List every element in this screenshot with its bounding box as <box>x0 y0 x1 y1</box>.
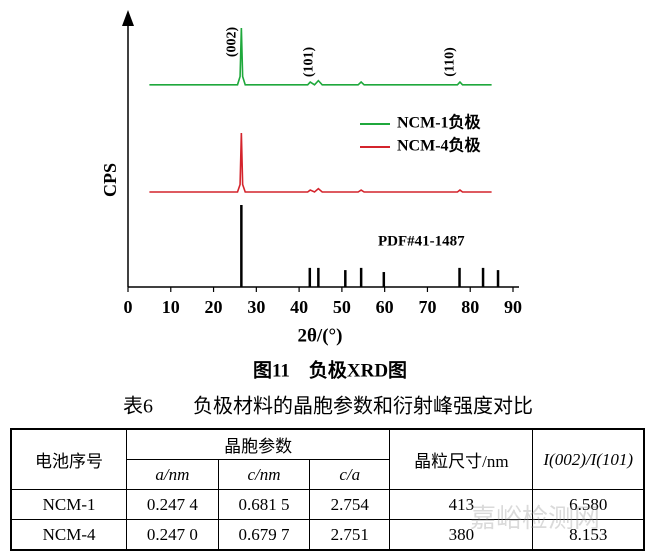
table-cell: 0.679 7 <box>217 519 311 551</box>
table-cell: 413 <box>389 489 534 520</box>
series-line <box>149 27 492 86</box>
table-cell: NCM-1 <box>10 489 128 520</box>
reference-label: PDF#41-1487 <box>378 233 465 249</box>
figure-caption: 图11 负极XRD图 <box>253 358 407 381</box>
legend-label: NCM-4负极 <box>397 136 482 155</box>
table-cell: c/a <box>309 459 391 490</box>
table-cell: 电池序号 <box>10 428 128 490</box>
table-row: 电池序号 晶胞参数 晶粒尺寸/nm I(002)/I(101) <box>10 428 645 490</box>
table-cell: c/nm <box>217 459 311 490</box>
table-cell: 0.247 4 <box>126 489 219 520</box>
table-cell: a/nm <box>126 459 219 490</box>
table-row: NCM-4 0.247 0 0.679 7 2.751 380 8.153 <box>10 519 645 551</box>
series-line <box>149 132 492 193</box>
x-tick-label: 70 <box>418 297 436 317</box>
table-cell: 8.153 <box>532 519 645 551</box>
table-cell: 2.751 <box>309 519 391 551</box>
table-cell: 6.580 <box>532 489 645 520</box>
table: 电池序号 晶胞参数 晶粒尺寸/nm I(002)/I(101) a/nm c/nm c/a N… <box>10 428 645 551</box>
x-tick-label: 20 <box>205 297 223 317</box>
y-axis-label: CPS <box>100 163 120 197</box>
x-tick-label: 30 <box>247 297 265 317</box>
table-row: a/nm c/nm c/a <box>11 459 644 490</box>
table-title: 表6 负极材料的晶胞参数和衍射峰强度对比 <box>123 395 533 418</box>
peak-annotation: (110) <box>443 47 458 77</box>
y-axis-arrow <box>122 10 134 26</box>
x-tick-label: 80 <box>461 297 479 317</box>
table-cell: I(002)/I(101) <box>532 428 645 490</box>
table-cell: 0.247 0 <box>126 519 219 551</box>
table-cell: 0.681 5 <box>217 489 311 520</box>
peak-annotation: (101) <box>302 47 317 78</box>
table-cell: NCM-4 <box>10 519 128 551</box>
watermark: 嘉峪检测网 <box>470 504 601 534</box>
table-row: NCM-1 0.247 4 0.681 5 2.754 413 6.580 <box>10 489 645 520</box>
x-tick-label: 60 <box>376 297 394 317</box>
peak-annotation: (002) <box>225 27 240 58</box>
x-tick-label: 50 <box>333 297 351 317</box>
table-cell: 380 <box>389 519 534 551</box>
x-tick-label: 90 <box>504 297 522 317</box>
table-cell: 晶粒尺寸/nm <box>389 428 534 490</box>
x-axis-label: 2θ/(°) <box>298 325 343 346</box>
table-cell: 2.754 <box>309 489 391 520</box>
table-cell: 晶胞参数 <box>126 428 391 460</box>
x-tick-label: 0 <box>124 297 133 317</box>
x-tick-label: 10 <box>162 297 180 317</box>
legend-label: NCM-1负极 <box>397 113 482 132</box>
x-tick-label: 40 <box>290 297 308 317</box>
chart: CPS 2θ/(°) 图11 负极XRD图 表6 负极材料的晶胞参数和衍射峰强度… <box>100 10 533 418</box>
